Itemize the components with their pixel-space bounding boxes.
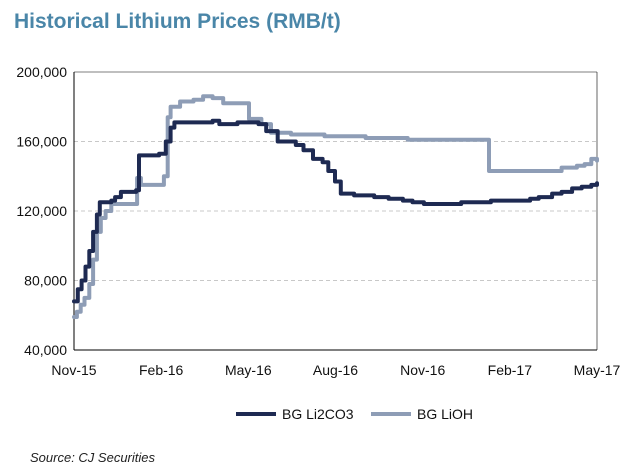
y-tick-label: 160,000 [16, 134, 67, 150]
y-tick-label: 40,000 [24, 342, 67, 358]
x-tick-label: May-17 [574, 362, 621, 378]
x-tick-label: Feb-17 [488, 362, 533, 378]
source-note: Source: CJ Securities [30, 450, 155, 465]
axes [73, 71, 598, 351]
x-tick-label: Feb-16 [139, 362, 184, 378]
y-tick-label: 200,000 [16, 64, 67, 80]
x-tick-label: May-16 [225, 362, 272, 378]
series-line-li2co3 [72, 118, 599, 304]
legend-label: BG Li2CO3 [282, 406, 354, 422]
x-tick-label: Nov-15 [51, 362, 96, 378]
y-tick-label: 120,000 [16, 203, 67, 219]
legend: BG Li2CO3 BG LiOH [236, 406, 473, 422]
y-tick-label: 80,000 [24, 273, 67, 289]
legend-label: BG LiOH [417, 406, 473, 422]
grid-lines [74, 141, 597, 281]
y-tick-labels: 40,000 80,000 120,000 160,000 200,000 [16, 64, 67, 358]
x-tick-label: Aug-16 [313, 362, 358, 378]
series-lines [72, 94, 599, 319]
series-line-lioh [72, 94, 599, 319]
x-tick-labels: Nov-15 Feb-16 May-16 Aug-16 Nov-16 Feb-17 May-… [51, 362, 620, 378]
x-tick-label: Nov-16 [400, 362, 445, 378]
chart-title: Historical Lithium Prices (RMB/t) [14, 10, 341, 33]
